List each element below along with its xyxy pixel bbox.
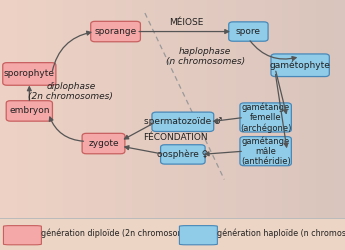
Text: FÉCONDATION: FÉCONDATION xyxy=(143,133,208,142)
Text: oosphère ♀: oosphère ♀ xyxy=(157,150,208,159)
FancyBboxPatch shape xyxy=(6,101,52,121)
Bar xyxy=(86,0,92,218)
Bar xyxy=(155,0,161,218)
Text: MÉIOSE: MÉIOSE xyxy=(169,18,204,27)
Bar xyxy=(270,0,276,218)
Bar xyxy=(322,0,328,218)
FancyBboxPatch shape xyxy=(240,136,291,166)
Bar xyxy=(52,0,58,218)
Bar xyxy=(310,0,316,218)
Text: génération haploïde (n chromosomes): génération haploïde (n chromosomes) xyxy=(217,229,345,238)
Bar xyxy=(201,0,207,218)
FancyBboxPatch shape xyxy=(179,226,217,245)
Bar xyxy=(92,0,98,218)
Bar xyxy=(0,0,6,218)
Text: spore: spore xyxy=(236,27,261,36)
Bar xyxy=(11,0,17,218)
Bar xyxy=(339,0,345,218)
Bar xyxy=(282,0,287,218)
Bar xyxy=(213,0,218,218)
FancyBboxPatch shape xyxy=(3,226,41,245)
Bar xyxy=(196,0,201,218)
Bar xyxy=(287,0,293,218)
FancyBboxPatch shape xyxy=(271,54,329,76)
Bar xyxy=(75,0,80,218)
Bar xyxy=(40,0,46,218)
FancyBboxPatch shape xyxy=(160,145,205,164)
Bar xyxy=(34,0,40,218)
Bar xyxy=(236,0,242,218)
Text: gamétange
mâle
(anthéridie): gamétange mâle (anthéridie) xyxy=(241,136,290,166)
Bar xyxy=(104,0,109,218)
FancyBboxPatch shape xyxy=(240,103,291,132)
Bar xyxy=(69,0,75,218)
Bar xyxy=(230,0,236,218)
Bar xyxy=(109,0,115,218)
Bar xyxy=(328,0,334,218)
Bar xyxy=(253,0,259,218)
FancyBboxPatch shape xyxy=(229,22,268,41)
Text: génération diploïde (2n chromosomes): génération diploïde (2n chromosomes) xyxy=(41,229,198,238)
FancyBboxPatch shape xyxy=(82,133,125,154)
Bar xyxy=(23,0,29,218)
Bar xyxy=(172,0,178,218)
Bar xyxy=(265,0,270,218)
Bar xyxy=(167,0,172,218)
Text: embryon: embryon xyxy=(9,106,50,116)
Bar xyxy=(184,0,190,218)
Bar xyxy=(178,0,184,218)
Text: sporange: sporange xyxy=(95,27,137,36)
Bar xyxy=(58,0,63,218)
Bar xyxy=(115,0,121,218)
Text: sporophyte: sporophyte xyxy=(4,70,55,78)
Bar xyxy=(218,0,224,218)
Bar xyxy=(6,0,11,218)
FancyBboxPatch shape xyxy=(152,112,214,132)
Bar xyxy=(149,0,155,218)
Bar xyxy=(334,0,339,218)
Bar xyxy=(17,0,23,218)
Bar xyxy=(121,0,127,218)
Bar xyxy=(161,0,167,218)
Bar xyxy=(127,0,132,218)
Bar xyxy=(138,0,144,218)
Bar xyxy=(293,0,299,218)
Bar xyxy=(46,0,52,218)
Bar xyxy=(29,0,34,218)
Bar xyxy=(132,0,138,218)
Text: gamétophyte: gamétophyte xyxy=(270,60,331,70)
Bar xyxy=(299,0,305,218)
Bar xyxy=(247,0,253,218)
Bar xyxy=(144,0,149,218)
Bar xyxy=(305,0,310,218)
Bar xyxy=(190,0,196,218)
Text: diplophase
(2n chromosomes): diplophase (2n chromosomes) xyxy=(28,82,113,101)
Bar xyxy=(63,0,69,218)
Bar xyxy=(241,0,247,218)
Bar xyxy=(98,0,104,218)
FancyBboxPatch shape xyxy=(3,63,56,85)
Bar xyxy=(224,0,230,218)
Text: spermatozoïde ♂: spermatozoïde ♂ xyxy=(144,117,222,126)
Text: zygote: zygote xyxy=(88,139,119,148)
Text: haplophase
(n chromosomes): haplophase (n chromosomes) xyxy=(166,47,245,66)
Bar xyxy=(80,0,86,218)
FancyBboxPatch shape xyxy=(91,21,140,42)
Text: gamétange
femelle
(archégone): gamétange femelle (archégone) xyxy=(240,102,291,132)
Bar xyxy=(276,0,282,218)
Bar xyxy=(207,0,213,218)
Bar xyxy=(259,0,265,218)
Bar xyxy=(316,0,322,218)
